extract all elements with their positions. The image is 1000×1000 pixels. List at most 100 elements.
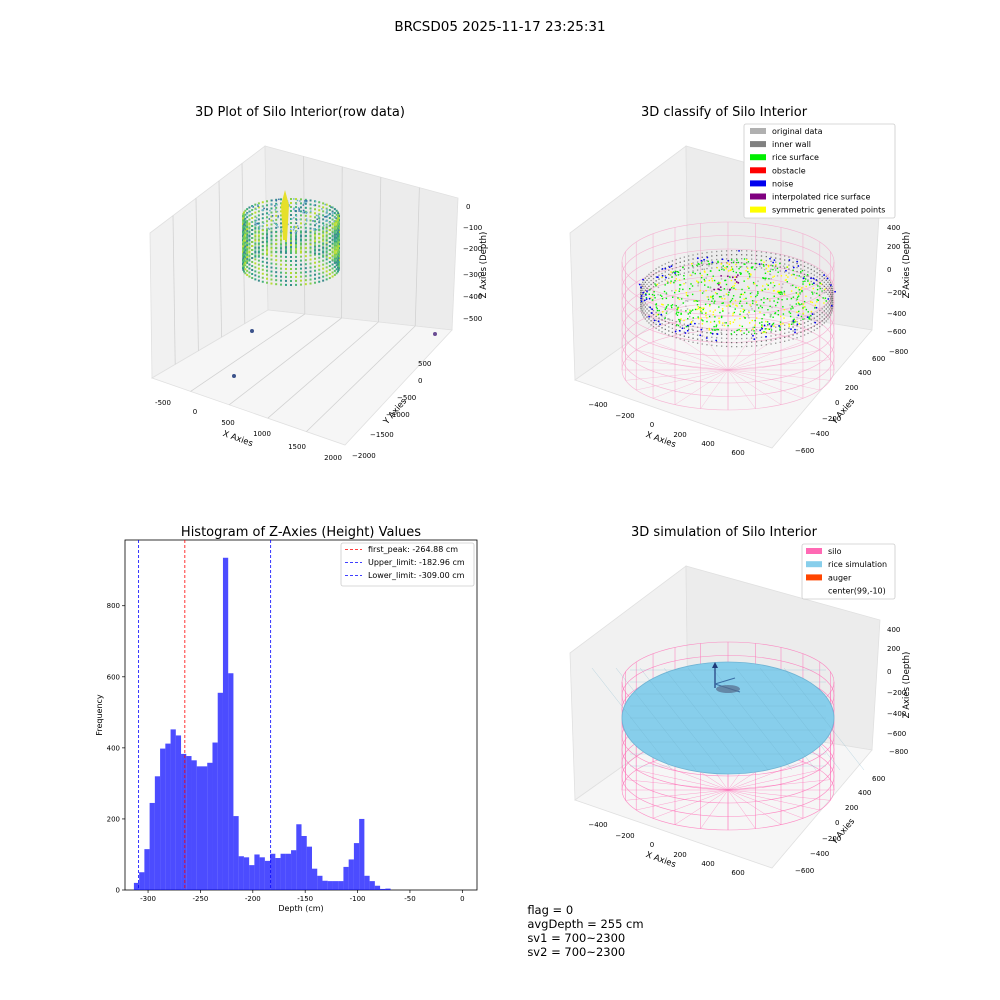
inner-wall-point [648, 286, 649, 287]
raw-point [329, 277, 331, 279]
inner-wall-point [646, 284, 647, 285]
rice-surface-point [665, 307, 666, 308]
raw-point [310, 247, 312, 249]
interpolated-point [737, 282, 739, 284]
classify-legend-label: symmetric generated points [772, 206, 885, 215]
raw-ztick-label: −100 [463, 224, 482, 232]
rice-surface-point [739, 314, 740, 315]
rice-surface-point [701, 310, 702, 311]
raw-point [295, 238, 297, 240]
histogram-bar [265, 861, 270, 890]
rice-surface-point [667, 282, 668, 283]
raw-point [266, 216, 268, 218]
inner-wall-point [811, 269, 812, 270]
rice-surface-point [810, 315, 811, 316]
inner-wall-point [770, 335, 771, 336]
rice-surface-point [747, 313, 748, 314]
inner-wall-point [702, 339, 703, 340]
raw-point [280, 272, 282, 274]
inner-wall-point [800, 276, 801, 277]
rice-surface-point [706, 317, 707, 318]
raw-point [275, 247, 277, 249]
raw-point [262, 245, 264, 247]
inner-wall-point [811, 323, 812, 324]
rice-surface-point [732, 315, 733, 316]
rice-surface-point [793, 323, 794, 324]
raw-point [270, 223, 272, 225]
rice-surface-point [655, 304, 656, 305]
rice-surface-point [754, 327, 755, 328]
histogram-bar [354, 843, 359, 890]
rice-surface-point [734, 331, 735, 332]
raw-point [332, 207, 334, 209]
inner-wall-point [658, 326, 659, 327]
inner-wall-point [817, 324, 818, 325]
raw-point [280, 246, 282, 248]
rice-surface-point [719, 321, 720, 322]
inner-wall-point [661, 319, 662, 320]
inner-wall-point [814, 318, 815, 319]
raw-panel-title: 3D Plot of Silo Interior(row data) [195, 105, 405, 120]
raw-point [296, 223, 298, 225]
inner-wall-point [697, 269, 698, 270]
histogram-xtick-label: -250 [192, 895, 208, 903]
rice-surface-point [784, 294, 785, 295]
rice-surface-point [748, 288, 749, 289]
inner-wall-point [697, 335, 698, 336]
inner-wall-point [661, 327, 662, 328]
rice-surface-point [699, 266, 700, 267]
histogram-bar [375, 886, 380, 890]
raw-point [295, 264, 297, 266]
raw-point [298, 208, 300, 210]
raw-point [275, 283, 277, 285]
raw-point [270, 255, 272, 257]
inner-wall-point [650, 280, 651, 281]
rice-surface-point [759, 311, 760, 312]
raw-point [326, 212, 328, 214]
rice-surface-point [729, 276, 730, 277]
inner-wall-point [642, 310, 643, 311]
raw-point [242, 245, 244, 247]
inner-wall-point [692, 254, 693, 255]
rice-surface-point [773, 290, 774, 291]
inner-wall-point [692, 338, 693, 339]
rice-surface-point [787, 276, 788, 277]
histogram-ylabel: Frequency [95, 694, 104, 736]
rice-surface-point [701, 277, 702, 278]
inner-wall-point [650, 276, 651, 277]
raw-point [336, 222, 338, 224]
rice-surface-point [801, 316, 802, 317]
rice-surface-point [709, 305, 710, 306]
raw-point [285, 268, 287, 270]
inner-wall-point [824, 318, 825, 319]
rice-surface-point [801, 303, 802, 304]
raw-point [314, 232, 316, 234]
rice-surface-point [691, 275, 692, 276]
raw-point [326, 262, 328, 264]
rice-surface-point [671, 307, 672, 308]
inner-wall-point [804, 322, 805, 323]
rice-surface-point [724, 325, 725, 326]
raw-point [295, 284, 297, 286]
raw-point [254, 274, 256, 276]
raw-point [270, 211, 272, 213]
raw-point [328, 214, 330, 216]
raw-point [262, 277, 264, 279]
inner-wall-point [831, 298, 832, 299]
rice-surface-point [750, 306, 751, 307]
rice-surface-point [816, 293, 817, 294]
rice-surface-point [687, 308, 688, 309]
rice-surface-point [708, 299, 709, 300]
rice-surface-point [744, 258, 745, 259]
inner-wall-point [731, 346, 732, 347]
inner-wall-point [702, 335, 703, 336]
rice-surface-point [733, 260, 734, 261]
inner-wall-point [680, 334, 681, 335]
raw-point [336, 268, 338, 270]
raw-point [338, 249, 340, 251]
raw-point [290, 240, 292, 242]
raw-point [295, 198, 297, 200]
raw-point [270, 259, 272, 261]
inner-wall-point [746, 250, 747, 251]
rice-surface-point [735, 264, 736, 265]
